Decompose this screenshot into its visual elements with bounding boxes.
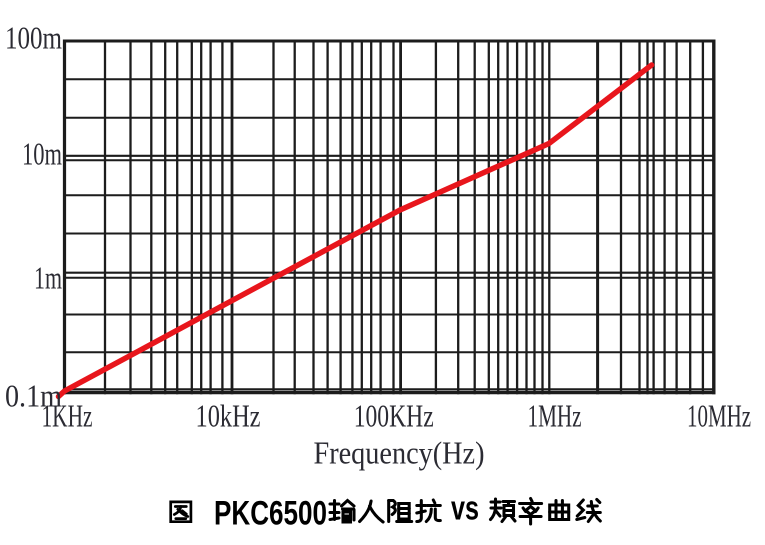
svg-text:vs: vs [451, 490, 479, 528]
svg-text:10MHz: 10MHz [687, 397, 751, 433]
svg-text:100m: 100m [5, 20, 62, 56]
svg-text:0.1m: 0.1m [5, 377, 62, 413]
svg-text:10m: 10m [22, 136, 62, 172]
svg-text:1MHz: 1MHz [528, 397, 582, 433]
svg-text:1KHz: 1KHz [42, 397, 93, 433]
svg-text:10kHz: 10kHz [196, 397, 261, 433]
svg-text:PKC6500: PKC6500 [214, 495, 327, 533]
svg-text:1m: 1m [34, 259, 62, 295]
svg-text:Frequency(Hz): Frequency(Hz) [314, 435, 485, 471]
svg-text:100KHz: 100KHz [354, 397, 434, 433]
